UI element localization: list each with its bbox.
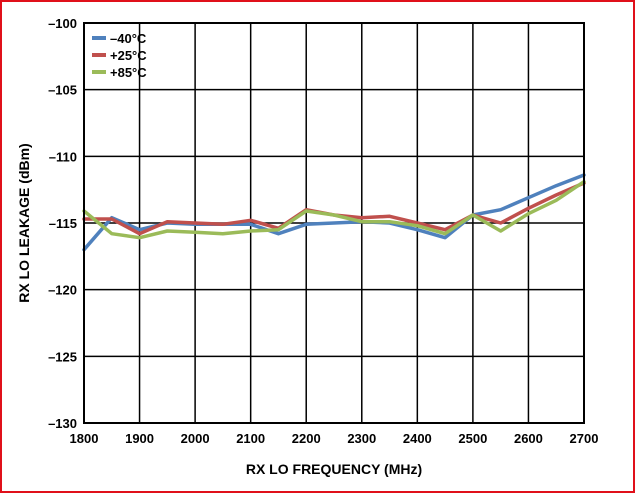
y-tick-label: –100: [48, 16, 77, 31]
x-axis-title: RX LO FREQUENCY (MHz): [246, 461, 422, 477]
x-tick-label: 2000: [181, 431, 210, 446]
legend: –40°C +25°C +85°C: [92, 31, 147, 80]
y-tick-label: –105: [48, 83, 77, 98]
legend-label: +85°C: [110, 65, 147, 80]
x-tick-label: 2500: [458, 431, 487, 446]
plot-border: [83, 22, 585, 424]
y-tick-label: –110: [49, 149, 77, 164]
x-tick-label: 1900: [125, 431, 154, 446]
x-tick-label: 2300: [347, 431, 376, 446]
y-tick-label: –130: [48, 416, 77, 431]
x-tick-label: 2400: [403, 431, 432, 446]
legend-label: –40°C: [110, 31, 147, 46]
y-tick-label: –120: [48, 283, 77, 298]
y-axis-title: RX LO LEAKAGE (dBm): [16, 143, 32, 302]
y-tick-label: –115: [49, 216, 77, 231]
plot-frame: [83, 22, 585, 424]
x-tick-label: 2200: [292, 431, 321, 446]
x-tick-label: 2100: [236, 431, 265, 446]
series-lines: [82, 173, 586, 252]
y-tick-label: –125: [48, 349, 77, 364]
x-tick-label: 1800: [70, 431, 99, 446]
x-tick-label: 2600: [514, 431, 543, 446]
tick-labels: 1800 1900 2000 2100 2200 2300 2400 2500 2600 2700…: [48, 16, 598, 446]
x-tick-label: 2700: [570, 431, 599, 446]
legend-label: +25°C: [110, 48, 147, 63]
series-line-3: [82, 179, 586, 240]
